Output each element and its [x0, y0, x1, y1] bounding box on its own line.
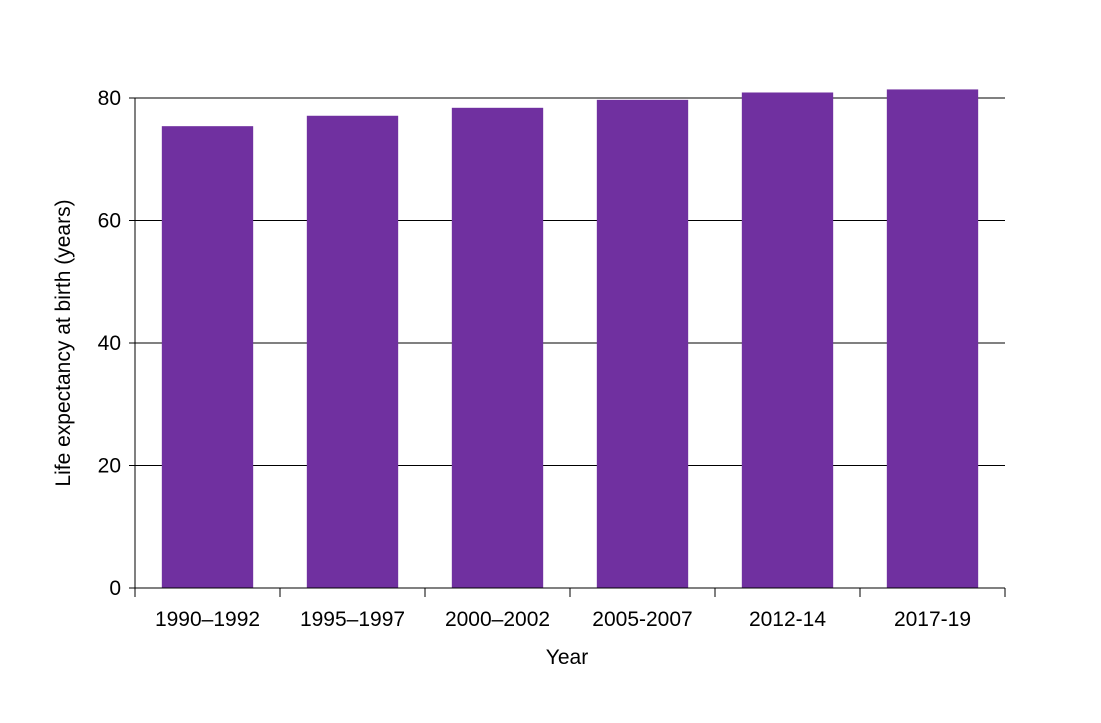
y-tick-label: 40: [98, 332, 121, 355]
x-tick-label: 2012-14: [749, 608, 826, 631]
gridlines: [135, 97, 1005, 466]
bar: [306, 115, 399, 588]
bar: [886, 89, 979, 589]
y-tick-labels: 0 20 40 60 80: [98, 87, 121, 600]
x-tick-label: 2017-19: [894, 608, 971, 631]
y-tick-label: 80: [98, 87, 121, 110]
y-tick-label: 0: [109, 577, 121, 600]
y-axis-label: Life expectancy at birth (years): [52, 199, 75, 486]
x-tick-label: 1990–1992: [155, 608, 260, 631]
axes: [129, 97, 1006, 597]
bar: [161, 126, 254, 589]
x-tick-labels: 1990–1992 1995–1997 2000–2002 2005-2007 2012…: [155, 608, 971, 631]
bar: [596, 99, 689, 589]
x-tick-label: 2000–2002: [445, 608, 550, 631]
bars: [161, 89, 979, 589]
bar: [451, 107, 544, 589]
bar: [741, 92, 834, 589]
y-tick-label: 60: [98, 210, 121, 233]
x-tick-label: 2005-2007: [592, 608, 692, 631]
x-tick-label: 1995–1997: [300, 608, 405, 631]
y-tick-label: 20: [98, 455, 121, 478]
x-axis-label: Year: [546, 646, 588, 669]
